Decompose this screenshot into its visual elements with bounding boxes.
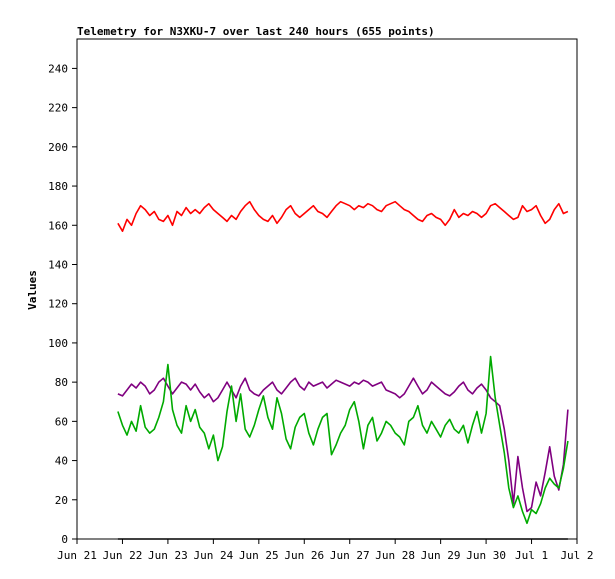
y-axis: 0 20 40 60 80 100 120 140 160 180 200 220 240 [48,62,77,546]
chart-title: Telemetry for N3XKU-7 over last 240 hour… [77,25,435,38]
x-tick-label: Jun 27 [330,549,370,562]
series-line-1 [117,200,569,232]
x-tick-label: Jun 25 [239,549,279,562]
y-tick-label: 100 [48,337,68,350]
x-axis: Jun 21 Jun 22 Jun 23 Jun 24 Jun 25 Jun 26 Jun … [57,539,594,562]
y-tick-label: 20 [55,494,68,507]
y-tick-label: 160 [48,219,68,232]
series-line-2 [117,377,569,513]
plot-frame [76,38,578,540]
series-layer [117,200,569,540]
y-tick-label: 180 [48,180,68,193]
x-tick-label: Jun 29 [421,549,461,562]
x-tick-label: Jun 26 [284,549,324,562]
x-tick-label: Jul 2 [560,549,593,562]
x-tick-label: Jun 23 [148,549,188,562]
y-tick-label: 140 [48,258,68,271]
series-line-3 [117,355,569,525]
x-tick-label: Jun 28 [375,549,415,562]
x-tick-label: Jul 1 [515,549,548,562]
y-tick-label: 0 [61,533,68,546]
y-tick-label: 40 [55,455,68,468]
y-tick-label: 60 [55,415,68,428]
y-tick-label: 120 [48,298,68,311]
y-tick-label: 240 [48,62,68,75]
y-tick-label: 220 [48,102,68,115]
x-tick-label: Jun 22 [103,549,143,562]
x-tick-label: Jun 30 [466,549,506,562]
x-tick-label: Jun 21 [57,549,97,562]
y-tick-label: 200 [48,141,68,154]
y-axis-label: Values [26,270,39,310]
y-tick-label: 80 [55,376,68,389]
x-tick-label: Jun 24 [193,549,233,562]
